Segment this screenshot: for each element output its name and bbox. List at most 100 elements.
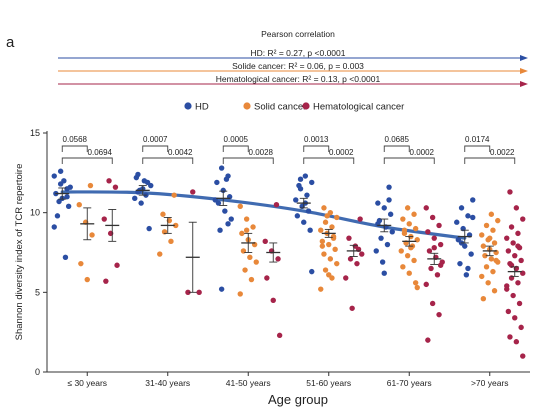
legend: HD Solid cancer Hematological cancer [184,102,404,113]
data-point [404,205,411,211]
data-point [237,291,243,297]
data-point [507,189,513,195]
data-point [112,184,119,190]
p-value-bottom: 0.0694 [88,148,113,157]
data-point [242,267,248,273]
data-points [51,165,526,359]
data-point [273,202,280,208]
data-point [454,219,460,225]
p-value-bottom: 0.0028 [249,148,274,157]
data-point [515,243,521,249]
bracket-top [303,145,330,152]
p-value-bottom: 0.0002 [410,148,435,157]
panel-label: a [6,34,15,51]
data-point [507,334,513,340]
data-point [294,213,301,219]
data-point [516,300,523,307]
p-value-bottom: 0.0002 [329,148,354,157]
p-value-top: 0.0174 [465,135,490,144]
y-tick-label: 5 [35,287,40,297]
data-point [465,265,471,272]
pearson-arrow-head [520,55,528,61]
data-point [302,173,309,179]
y-tick-label: 0 [35,367,40,377]
x-tick-label: 51-60 years [306,378,351,388]
data-point [318,227,324,233]
data-point [512,252,518,259]
data-point [171,192,177,198]
data-point [490,268,496,275]
data-point [144,179,151,186]
data-point [138,200,144,206]
data-point [214,179,220,186]
data-point [480,296,487,302]
p-value-top: 0.0007 [143,135,168,144]
data-point [428,265,434,272]
data-point [157,251,163,257]
pearson-label: HD: R² = 0.27, p <0.0001 [251,48,346,58]
data-point [412,225,419,232]
data-point [437,262,444,268]
data-point [262,238,268,245]
data-point [465,213,471,219]
data-point [510,292,516,299]
data-point [458,205,465,211]
data-point [431,245,437,251]
data-point [504,235,510,241]
bracket-bottom [464,157,516,164]
data-point [78,260,84,267]
p-value-top: 0.0005 [224,135,249,144]
data-point [329,224,335,230]
data-point [54,213,61,219]
x-tick-label: ≤ 30 years [67,378,107,388]
data-point [493,257,499,264]
data-point [250,224,256,230]
data-point [168,238,174,245]
data-point [483,222,490,229]
data-point [347,256,354,262]
y-axis-label: Shannon diversity index of TCR repertoir… [14,164,25,341]
data-point [270,297,276,303]
bracket-bottom [303,157,355,164]
bracket-top [61,145,88,152]
pearson-label: Solide cancer: R² = 0.06, p = 0.003 [232,61,364,71]
data-point [101,216,107,222]
pearson-correlation-arrows: HD: R² = 0.27, p <0.0001 Solide cancer: R… [58,48,528,87]
x-axis-label: Age group [268,392,328,407]
data-point [425,337,431,343]
data-point [332,246,338,253]
data-point [296,182,302,189]
data-point [468,251,474,257]
x-tick-label: 61-70 years [387,378,432,388]
data-point [62,254,69,260]
data-point [217,227,223,233]
data-point [423,281,429,288]
data-point [103,278,109,284]
data-point [293,197,299,203]
data-point [239,230,245,237]
data-point [406,270,412,276]
data-point [436,311,442,318]
data-point [76,202,82,208]
data-point [400,216,406,222]
data-point [146,225,152,232]
data-point [346,235,352,241]
axes: 0 5 10 15 ≤ 30 years 31-40 years 41-50 years 51… [30,128,530,388]
data-point [437,241,444,248]
pearson-arrow-head [520,68,528,74]
data-point [490,227,496,233]
data-point [381,270,387,276]
data-point [429,214,436,221]
data-point [436,222,442,229]
data-point [387,211,394,217]
bracket-bottom [142,157,194,164]
pearson-label: Hematological cancer: R² = 0.13, p <0.00… [216,74,381,84]
p-value-top: 0.0568 [63,135,88,144]
data-point [89,232,95,238]
data-point [61,178,67,184]
data-point [412,280,419,286]
data-point [247,254,253,260]
data-point [319,238,326,245]
data-point [327,256,334,262]
